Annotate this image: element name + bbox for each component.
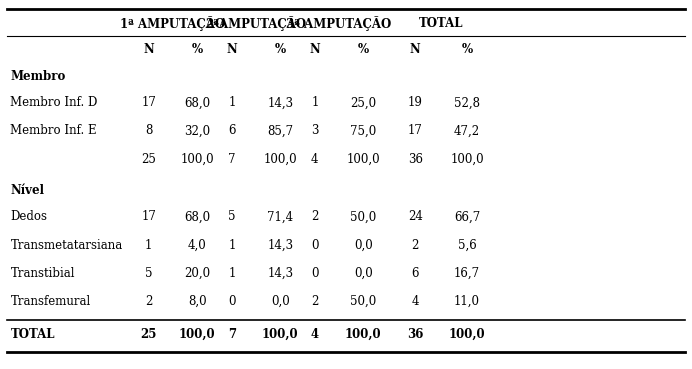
Text: 2: 2	[145, 294, 152, 308]
Text: 68,0: 68,0	[184, 96, 210, 110]
Text: 1ª AMPUTAÇÃO: 1ª AMPUTAÇÃO	[120, 17, 226, 31]
Text: 1: 1	[145, 238, 152, 252]
Text: 16,7: 16,7	[454, 266, 480, 280]
Text: 36: 36	[408, 152, 423, 166]
Text: 100,0: 100,0	[345, 328, 381, 341]
Text: 17: 17	[141, 210, 156, 224]
Text: %: %	[462, 43, 473, 56]
Text: 71,4: 71,4	[267, 210, 293, 224]
Text: 17: 17	[141, 96, 156, 110]
Text: 7: 7	[228, 152, 235, 166]
Text: 100,0: 100,0	[264, 152, 297, 166]
Text: Membro Inf. E: Membro Inf. E	[10, 124, 97, 138]
Text: 50,0: 50,0	[350, 294, 376, 308]
Text: Dedos: Dedos	[10, 210, 47, 224]
Text: 1: 1	[228, 238, 235, 252]
Text: N: N	[226, 43, 237, 56]
Text: 100,0: 100,0	[262, 328, 298, 341]
Text: 0,0: 0,0	[354, 238, 373, 252]
Text: 68,0: 68,0	[184, 210, 210, 224]
Text: 11,0: 11,0	[454, 294, 480, 308]
Text: 100,0: 100,0	[347, 152, 380, 166]
Text: 25,0: 25,0	[350, 96, 376, 110]
Text: 4,0: 4,0	[188, 238, 207, 252]
Text: N: N	[410, 43, 421, 56]
Text: Transtibial: Transtibial	[10, 266, 75, 280]
Text: 5,6: 5,6	[457, 238, 477, 252]
Text: 0: 0	[311, 266, 318, 280]
Text: 2ªAMPUTAÇÃO: 2ªAMPUTAÇÃO	[206, 17, 307, 31]
Text: 2: 2	[412, 238, 419, 252]
Text: 0: 0	[311, 238, 318, 252]
Text: %: %	[275, 43, 286, 56]
Text: 2: 2	[311, 294, 318, 308]
Text: N: N	[309, 43, 320, 56]
Text: 8: 8	[145, 124, 152, 138]
Text: 50,0: 50,0	[350, 210, 376, 224]
Text: Transmetatarsiana: Transmetatarsiana	[10, 238, 122, 252]
Text: 5: 5	[145, 266, 152, 280]
Text: 20,0: 20,0	[184, 266, 210, 280]
Text: 100,0: 100,0	[450, 152, 484, 166]
Text: 8,0: 8,0	[188, 294, 206, 308]
Text: 0,0: 0,0	[354, 266, 373, 280]
Text: Membro Inf. D: Membro Inf. D	[10, 96, 98, 110]
Text: 47,2: 47,2	[454, 124, 480, 138]
Text: 4: 4	[311, 152, 318, 166]
Text: 3: 3	[311, 124, 318, 138]
Text: 100,0: 100,0	[449, 328, 485, 341]
Text: 36: 36	[407, 328, 424, 341]
Text: 2: 2	[311, 210, 318, 224]
Text: 19: 19	[408, 96, 423, 110]
Text: 0,0: 0,0	[271, 294, 290, 308]
Text: 4: 4	[311, 328, 319, 341]
Text: 85,7: 85,7	[267, 124, 293, 138]
Text: 25: 25	[140, 328, 157, 341]
Text: Membro: Membro	[10, 70, 66, 83]
Text: 6: 6	[228, 124, 235, 138]
Text: %: %	[358, 43, 369, 56]
Text: Transfemural: Transfemural	[10, 294, 91, 308]
Text: 1: 1	[228, 96, 235, 110]
Text: Nível: Nível	[10, 184, 44, 197]
Text: 66,7: 66,7	[454, 210, 480, 224]
Text: 75,0: 75,0	[350, 124, 376, 138]
Text: 4: 4	[412, 294, 419, 308]
Text: TOTAL: TOTAL	[10, 328, 55, 341]
Text: 25: 25	[141, 152, 156, 166]
Text: 100,0: 100,0	[181, 152, 214, 166]
Text: 3ª AMPUTAÇÃO: 3ª AMPUTAÇÃO	[286, 17, 392, 31]
Text: 17: 17	[408, 124, 423, 138]
Text: 1: 1	[228, 266, 235, 280]
Text: 6: 6	[412, 266, 419, 280]
Text: 24: 24	[408, 210, 423, 224]
Text: 0: 0	[228, 294, 235, 308]
Text: TOTAL: TOTAL	[419, 17, 463, 31]
Text: 14,3: 14,3	[267, 266, 293, 280]
Text: 7: 7	[228, 328, 236, 341]
Text: 14,3: 14,3	[267, 96, 293, 110]
Text: %: %	[192, 43, 203, 56]
Text: N: N	[143, 43, 154, 56]
Text: 52,8: 52,8	[454, 96, 480, 110]
Text: 14,3: 14,3	[267, 238, 293, 252]
Text: 100,0: 100,0	[179, 328, 215, 341]
Text: 1: 1	[311, 96, 318, 110]
Text: 5: 5	[228, 210, 235, 224]
Text: 32,0: 32,0	[184, 124, 210, 138]
